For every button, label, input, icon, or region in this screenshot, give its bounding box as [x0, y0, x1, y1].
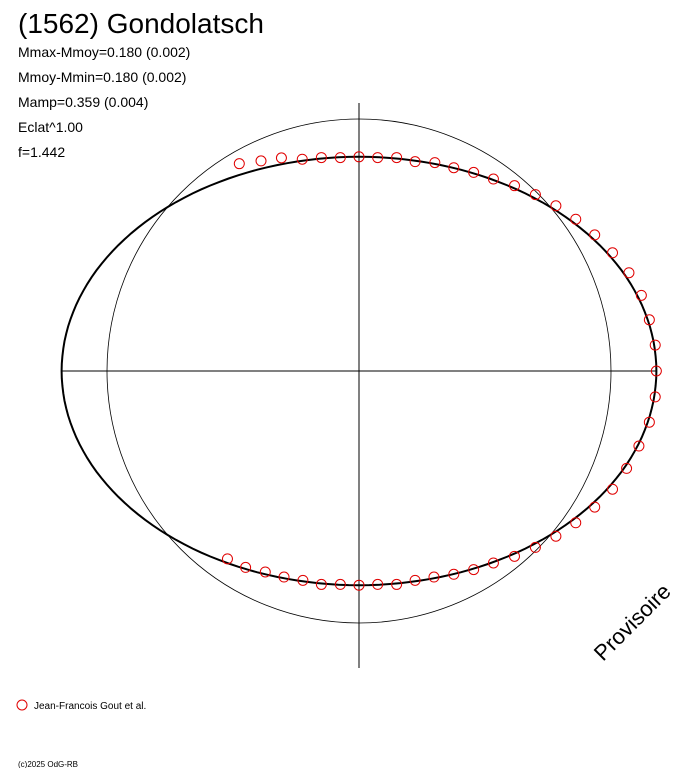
data-point	[487, 557, 499, 569]
info-line: Mmax-Mmoy=0.180 (0.002)	[18, 44, 190, 60]
info-line: Mamp=0.359 (0.004)	[18, 94, 148, 110]
data-point	[550, 200, 562, 212]
data-point	[635, 289, 647, 301]
data-point	[409, 156, 421, 168]
data-point	[275, 152, 287, 164]
data-point	[529, 541, 541, 553]
data-point	[391, 152, 403, 164]
data-point	[372, 578, 384, 590]
data-point	[409, 574, 421, 586]
data-point	[607, 247, 619, 259]
data-point	[353, 579, 365, 591]
data-point	[570, 213, 582, 225]
info-line: Eclat^1.00	[18, 119, 83, 135]
data-point	[643, 314, 655, 326]
data-point	[468, 564, 480, 576]
data-point	[650, 365, 662, 377]
data-point	[334, 152, 346, 164]
data-point	[468, 166, 480, 178]
data-point	[623, 267, 635, 279]
data-point	[633, 440, 645, 452]
data-point	[607, 483, 619, 495]
data-point	[589, 229, 601, 241]
model-curve	[60, 155, 658, 587]
data-point	[240, 561, 252, 573]
data-point	[278, 571, 290, 583]
data-point	[428, 571, 440, 583]
data-point	[429, 157, 441, 169]
legend-label: Jean-Francois Gout et al.	[34, 701, 146, 712]
data-point	[315, 578, 327, 590]
data-point	[297, 574, 309, 586]
info-line: f=1.442	[18, 144, 65, 160]
data-point	[487, 173, 499, 185]
data-point	[649, 339, 661, 351]
data-point	[529, 189, 541, 201]
data-point	[334, 578, 346, 590]
data-point	[621, 462, 633, 474]
data-point	[509, 550, 521, 562]
data-point	[296, 153, 308, 165]
data-point	[570, 517, 582, 529]
reference-circle	[106, 118, 612, 624]
data-point	[509, 180, 521, 192]
data-point	[233, 158, 245, 170]
data-point	[448, 568, 460, 580]
legend-marker	[16, 699, 28, 711]
info-line: Mmoy-Mmin=0.180 (0.002)	[18, 69, 186, 85]
data-point	[372, 152, 384, 164]
data-point	[221, 553, 233, 565]
data-point	[589, 501, 601, 513]
data-point	[255, 155, 267, 167]
data-point	[315, 152, 327, 164]
data-point	[448, 162, 460, 174]
footer: (c)2025 OdG-RB	[18, 760, 78, 768]
data-point	[391, 578, 403, 590]
data-point	[643, 416, 655, 428]
chart-title: (1562) Gondolatsch	[18, 8, 264, 39]
data-point	[649, 391, 661, 403]
data-point	[353, 151, 365, 163]
data-point	[550, 530, 562, 542]
data-point	[259, 566, 271, 578]
